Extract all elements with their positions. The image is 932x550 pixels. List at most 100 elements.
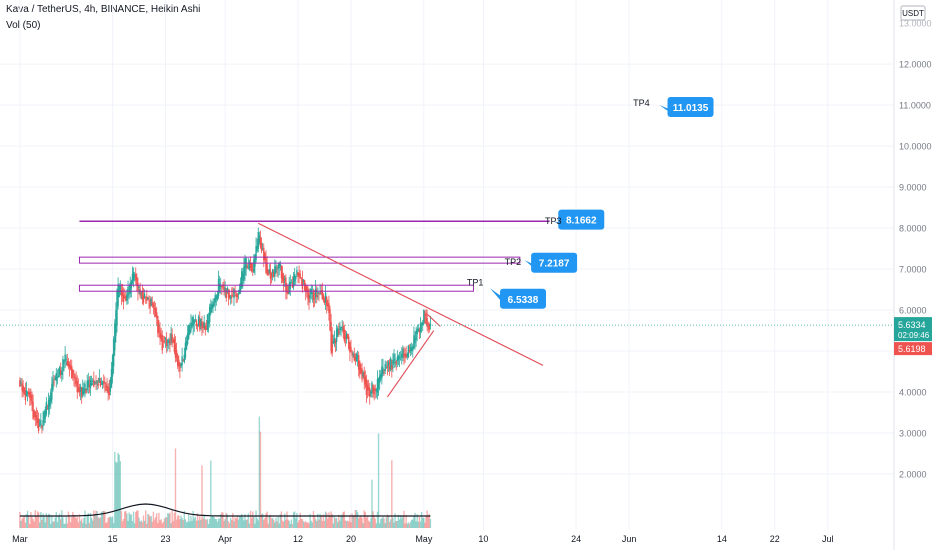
volume-bar: [374, 518, 376, 528]
volume-bar: [179, 519, 181, 528]
candle-body: [241, 271, 243, 288]
candle-body: [248, 262, 251, 269]
candle-body: [227, 291, 230, 298]
volume-bar: [77, 522, 80, 528]
candle-body: [348, 336, 350, 349]
volume-bar: [394, 513, 396, 528]
price-tick-label: 8.0000: [899, 224, 927, 234]
candle-body: [268, 269, 271, 273]
candle-body: [192, 316, 194, 327]
currency-badge-label: USDT: [902, 9, 924, 18]
candle-body: [419, 323, 422, 333]
volume-bar: [106, 522, 108, 528]
volume-bar: [52, 521, 54, 528]
volume-bar: [267, 523, 269, 528]
candle-body: [173, 339, 176, 352]
volume-bar: [119, 461, 122, 528]
volume-bar: [188, 513, 190, 528]
time-tick-label: 12: [293, 534, 303, 544]
candle-body: [23, 387, 25, 394]
volume-bar: [126, 513, 128, 528]
candle-body: [276, 271, 278, 273]
candle-body: [184, 342, 187, 358]
volume-bar: [385, 517, 387, 528]
trend-line[interactable]: [426, 313, 441, 327]
candle-body: [52, 379, 54, 390]
volume-bar: [275, 517, 277, 528]
volume-bar: [373, 515, 375, 528]
candle-body: [47, 400, 50, 410]
volume-bar: [239, 515, 242, 528]
volume-bar: [366, 515, 369, 528]
volume-bar: [404, 523, 406, 528]
candle-body: [135, 273, 137, 281]
volume-indicator-label[interactable]: Vol (50): [6, 20, 41, 31]
volume-bar: [69, 522, 72, 528]
volume-bar: [261, 513, 264, 528]
candle-body: [44, 410, 46, 419]
candle-body: [414, 338, 416, 344]
volume-bar: [403, 510, 405, 528]
trend-line[interactable]: [386, 330, 435, 398]
price-tick-label: 12.0000: [899, 60, 932, 70]
candle-body: [355, 354, 358, 361]
candle-body: [330, 321, 332, 352]
trend-line[interactable]: [258, 222, 544, 366]
volume-bar: [132, 511, 135, 528]
candle-body: [132, 271, 135, 281]
candle-body: [344, 335, 347, 339]
candle-body: [131, 274, 134, 284]
callout-tp4[interactable]: [667, 96, 714, 117]
volume-bar: [252, 511, 254, 528]
volume-bar: [285, 519, 287, 528]
candle-body: [322, 294, 325, 300]
volume-bar: [329, 515, 331, 528]
secondary-price-tag[interactable]: [894, 342, 932, 356]
volume-bar: [429, 518, 432, 528]
candle-body: [242, 273, 244, 281]
candle-body: [224, 287, 226, 291]
volume-bar: [116, 462, 118, 528]
candle-body: [125, 295, 127, 302]
volume-bar: [322, 514, 325, 528]
volume-bar: [337, 522, 339, 528]
volume-bar: [415, 521, 417, 528]
candle-body: [360, 368, 362, 374]
candle-body: [406, 353, 408, 357]
volume-bar: [133, 523, 136, 528]
volume-bar: [390, 519, 392, 528]
volume-bar: [371, 479, 373, 528]
candle-body: [309, 295, 311, 299]
volume-bar: [402, 516, 404, 528]
candle-body: [265, 257, 267, 273]
candle-body: [152, 304, 155, 308]
volume-bar: [383, 518, 385, 528]
candle-body: [243, 266, 245, 280]
volume-bar: [235, 518, 237, 528]
time-tick-label: 15: [108, 534, 118, 544]
volume-bar: [286, 511, 288, 528]
volume-bar: [224, 519, 226, 528]
currency-badge[interactable]: [900, 5, 926, 21]
volume-bar: [165, 517, 168, 528]
callout-tp2[interactable]: [531, 252, 578, 273]
candle-body: [142, 295, 145, 303]
level-box-tp1[interactable]: [78, 284, 474, 292]
callout-tp1[interactable]: [499, 288, 546, 309]
candle-body: [311, 292, 314, 294]
volume-bar: [212, 516, 214, 528]
candle-body: [216, 294, 219, 300]
candle-body: [88, 384, 91, 388]
volume-bar: [363, 510, 365, 528]
level-box-tp2[interactable]: [78, 256, 521, 264]
candle-body: [410, 347, 413, 351]
candle-body: [397, 355, 400, 361]
current-price-tag[interactable]: [894, 317, 932, 342]
callout-tp3[interactable]: [558, 209, 605, 230]
candle-body: [232, 295, 234, 297]
candle-body: [195, 320, 198, 326]
candle-body: [273, 271, 275, 277]
